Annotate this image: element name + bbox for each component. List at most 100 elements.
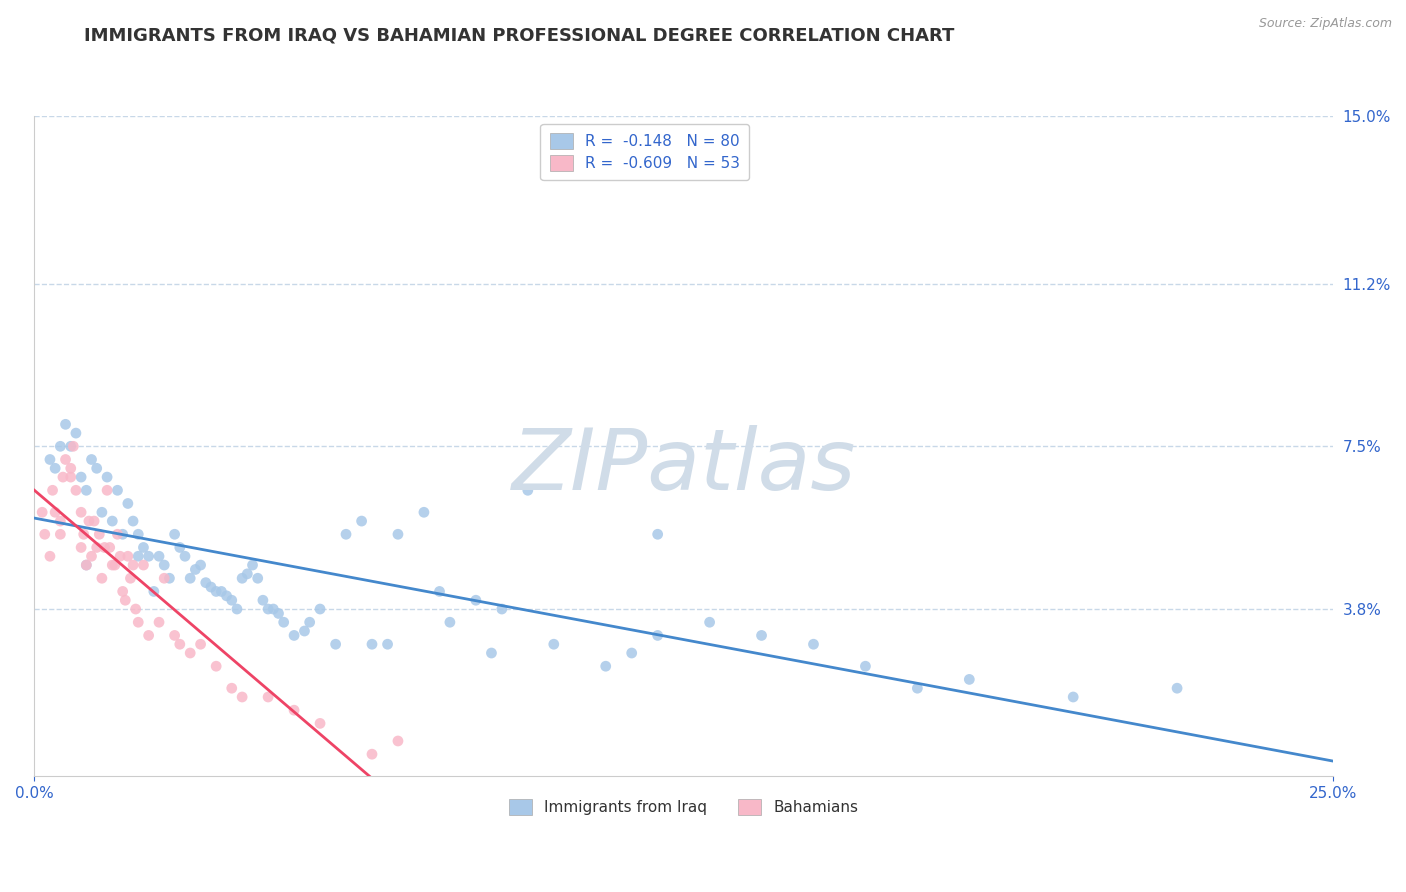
Point	[1166, 681, 1188, 696]
Point	[350, 514, 373, 528]
Point	[221, 681, 243, 696]
Point	[49, 527, 72, 541]
Point	[96, 483, 118, 498]
Point	[163, 527, 186, 541]
Point	[231, 571, 253, 585]
Point	[65, 426, 87, 441]
Point	[200, 580, 222, 594]
Point	[122, 514, 145, 528]
Point	[190, 558, 212, 572]
Point	[205, 584, 228, 599]
Point	[59, 461, 82, 475]
Point	[252, 593, 274, 607]
Point	[1062, 690, 1084, 704]
Point	[77, 514, 100, 528]
Point	[157, 571, 180, 585]
Point	[104, 558, 127, 572]
Point	[413, 505, 436, 519]
Point	[429, 584, 451, 599]
Point	[49, 439, 72, 453]
Point	[481, 646, 503, 660]
Point	[957, 673, 980, 687]
Point	[309, 716, 332, 731]
Point	[620, 646, 643, 660]
Point	[107, 483, 129, 498]
Point	[101, 514, 124, 528]
Point	[190, 637, 212, 651]
Point	[75, 558, 97, 572]
Point	[194, 575, 217, 590]
Point	[65, 483, 87, 498]
Point	[294, 624, 316, 638]
Point	[111, 584, 134, 599]
Point	[226, 602, 249, 616]
Point	[124, 602, 146, 616]
Point	[132, 541, 155, 555]
Point	[335, 527, 357, 541]
Text: Source: ZipAtlas.com: Source: ZipAtlas.com	[1258, 17, 1392, 29]
Point	[439, 615, 461, 630]
Point	[108, 549, 131, 564]
Point	[273, 615, 295, 630]
Point	[377, 637, 399, 651]
Point	[73, 527, 96, 541]
Point	[59, 470, 82, 484]
Point	[142, 584, 165, 599]
Point	[114, 593, 136, 607]
Point	[174, 549, 197, 564]
Point	[387, 734, 409, 748]
Point	[387, 527, 409, 541]
Point	[325, 637, 347, 651]
Point	[44, 505, 66, 519]
Point	[209, 584, 232, 599]
Point	[179, 646, 201, 660]
Point	[89, 527, 111, 541]
Point	[52, 470, 75, 484]
Point	[86, 461, 108, 475]
Point	[127, 549, 149, 564]
Point	[122, 558, 145, 572]
Point	[205, 659, 228, 673]
Point	[59, 439, 82, 453]
Point	[98, 541, 121, 555]
Point	[905, 681, 928, 696]
Point	[83, 514, 105, 528]
Point	[267, 607, 290, 621]
Point	[309, 602, 332, 616]
Point	[31, 505, 53, 519]
Point	[80, 452, 103, 467]
Text: ZIPatlas: ZIPatlas	[512, 425, 856, 508]
Point	[855, 659, 877, 673]
Point	[231, 690, 253, 704]
Point	[70, 505, 93, 519]
Point	[464, 593, 486, 607]
Point	[361, 747, 384, 761]
Point	[70, 470, 93, 484]
Point	[132, 558, 155, 572]
Point	[647, 527, 669, 541]
Point	[93, 541, 115, 555]
Point	[138, 628, 160, 642]
Point	[34, 527, 56, 541]
Point	[184, 562, 207, 576]
Point	[491, 602, 513, 616]
Point	[111, 527, 134, 541]
Point	[70, 541, 93, 555]
Point	[543, 637, 565, 651]
Point	[751, 628, 773, 642]
Point	[117, 496, 139, 510]
Point	[55, 417, 77, 432]
Point	[101, 558, 124, 572]
Point	[169, 637, 191, 651]
Point	[262, 602, 284, 616]
Text: IMMIGRANTS FROM IRAQ VS BAHAMIAN PROFESSIONAL DEGREE CORRELATION CHART: IMMIGRANTS FROM IRAQ VS BAHAMIAN PROFESS…	[84, 27, 955, 45]
Point	[55, 452, 77, 467]
Point	[803, 637, 825, 651]
Point	[127, 615, 149, 630]
Point	[283, 703, 305, 717]
Point	[107, 527, 129, 541]
Point	[96, 470, 118, 484]
Point	[221, 593, 243, 607]
Point	[361, 637, 384, 651]
Legend: Immigrants from Iraq, Bahamians: Immigrants from Iraq, Bahamians	[503, 793, 865, 822]
